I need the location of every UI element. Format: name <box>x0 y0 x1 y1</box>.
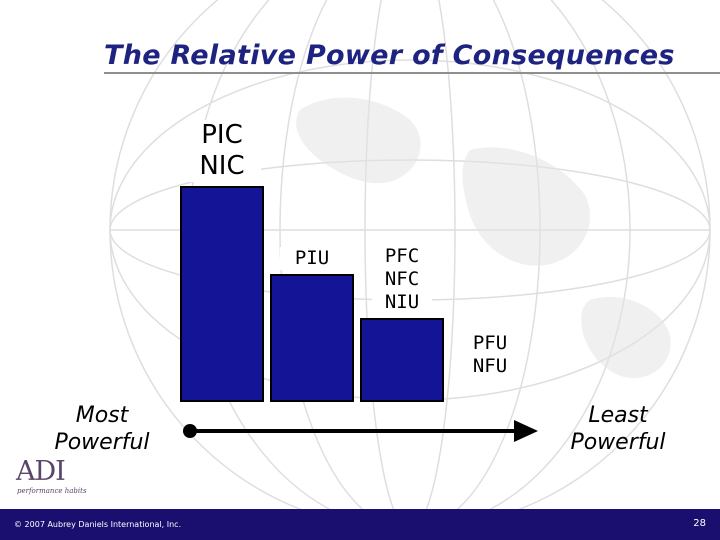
least-powerful-line-1: Least <box>588 403 648 428</box>
adi-logo: ADI performance habits <box>16 456 87 498</box>
power-scale-start-dot <box>183 424 197 438</box>
bar-label-1: PIU <box>280 247 344 270</box>
bar-label-1-line-0: PIU <box>294 247 330 269</box>
title-underline <box>104 72 720 74</box>
slide-title: The Relative Power of Consequences <box>104 40 675 71</box>
bar-0 <box>180 186 264 402</box>
adi-logo-tagline: performance habits <box>17 487 87 495</box>
bar-1 <box>270 274 354 402</box>
bar-label-0-line-0: PIC <box>201 120 243 150</box>
bar-label-0: PIC NIC <box>183 120 261 182</box>
most-powerful-line-2: Powerful <box>54 430 150 455</box>
bar-label-2-line-0: PFC <box>384 245 420 267</box>
bar-label-3-line-1: NFU <box>472 355 508 377</box>
bar-label-3-line-0: PFU <box>472 332 508 354</box>
bar-label-2-line-1: NFC <box>384 268 420 290</box>
power-scale-line <box>190 429 516 433</box>
copyright-text: © 2007 Aubrey Daniels International, Inc… <box>14 520 182 529</box>
bar-label-2-line-2: NIU <box>384 291 420 313</box>
bar-label-0-line-1: NIC <box>199 151 245 181</box>
power-scale-arrowhead <box>514 420 538 442</box>
least-powerful-label: Least Powerful <box>552 402 684 456</box>
most-powerful-line-1: Most <box>75 403 129 428</box>
adi-logo-mark: ADI <box>16 456 66 487</box>
least-powerful-line-2: Powerful <box>570 430 666 455</box>
most-powerful-label: Most Powerful <box>36 402 168 456</box>
footer-bar: © 2007 Aubrey Daniels International, Inc… <box>0 509 720 540</box>
page-number: 28 <box>693 518 706 529</box>
bar-label-3: PFU NFU <box>460 332 520 378</box>
bar-label-2: PFC NFC NIU <box>372 245 432 314</box>
bar-2 <box>360 318 444 402</box>
